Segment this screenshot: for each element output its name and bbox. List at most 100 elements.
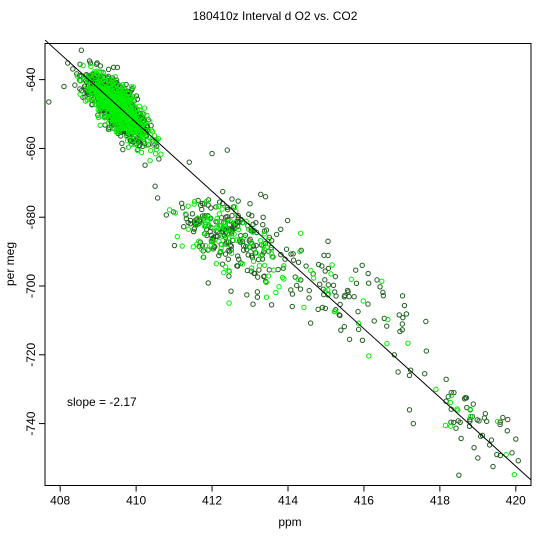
data-point [410,420,416,427]
data-point [152,183,158,189]
data-point [265,273,272,279]
data-point [470,401,476,407]
data-point [221,269,227,276]
data-point [132,141,138,148]
data-point [133,126,140,132]
data-point [166,207,173,213]
data-point [325,282,332,288]
data-point [110,64,117,70]
data-point [246,211,252,217]
data-point [406,372,413,379]
data-point [125,90,132,97]
y-tick-label: -640 [24,67,38,91]
data-point [181,224,187,230]
data-point [258,191,264,198]
data-point [244,267,251,274]
data-point [295,276,301,282]
data-point [229,196,235,202]
data-point [136,103,143,109]
data-point [497,419,503,425]
data-point [235,256,242,262]
data-point [353,267,359,273]
data-point [447,423,454,429]
data-point [124,138,131,144]
data-point [325,238,331,245]
data-point [330,282,337,289]
data-point [332,289,338,295]
data-point [307,320,314,326]
data-point [433,386,439,393]
data-point [258,253,264,259]
data-point [202,243,209,249]
data-point [256,267,262,273]
data-point [122,86,128,93]
y-tick-label: -680 [24,205,38,229]
data-point [399,293,406,299]
data-point [281,276,287,282]
data-point [182,211,189,217]
data-point [144,138,150,144]
x-tick-label: 412 [202,494,222,508]
data-point [210,238,216,245]
data-point [72,82,78,88]
data-point [82,98,89,104]
data-point [353,280,360,287]
data-point [256,263,263,269]
data-point [205,222,212,228]
data-point [260,222,266,228]
data-point [471,444,477,451]
data-point [194,216,200,222]
data-point [450,419,457,426]
data-point [190,244,196,250]
data-point [475,455,481,461]
data-point [351,294,357,300]
data-point [346,336,353,343]
data-point [290,257,297,263]
data-point [271,267,277,273]
data-point [239,261,246,267]
data-point [88,63,94,70]
data-point [199,206,205,213]
data-point [219,242,225,248]
data-point [293,282,300,289]
x-tick-label: 418 [430,494,450,508]
data-point [218,249,224,255]
data-point [125,118,131,124]
chart-title: 180410z Interval d O2 vs. CO2 [193,9,358,23]
data-point [156,156,162,162]
data-point [94,60,100,66]
data-point [155,136,162,142]
data-point [380,289,386,296]
data-point [284,217,291,224]
data-point [348,276,355,283]
y-tick-label: -720 [24,342,38,366]
data-point [222,264,229,270]
data-point [319,304,326,311]
data-point [186,159,192,165]
data-point [253,242,259,249]
data-point [77,72,83,79]
data-point [225,235,232,241]
data-point [494,418,501,425]
data-point [125,120,131,127]
data-point [216,211,223,217]
data-point [301,304,307,311]
data-point [190,228,197,235]
data-point [119,108,126,114]
data-point [222,251,229,257]
data-point [228,250,235,256]
data-point [109,80,116,87]
data-point [120,81,126,88]
data-point [232,219,238,226]
data-point [189,211,196,217]
data-point [138,149,145,156]
data-point [147,157,153,164]
axes: 408 410 412 414 416 418 420 -640 -660 -680 -700 -72… [24,67,526,507]
data-point [255,274,261,280]
data-point [488,437,495,443]
data-point [172,210,179,216]
data-point [195,197,201,204]
data-point [185,226,191,232]
data-point [308,267,314,274]
data-point [96,69,102,75]
